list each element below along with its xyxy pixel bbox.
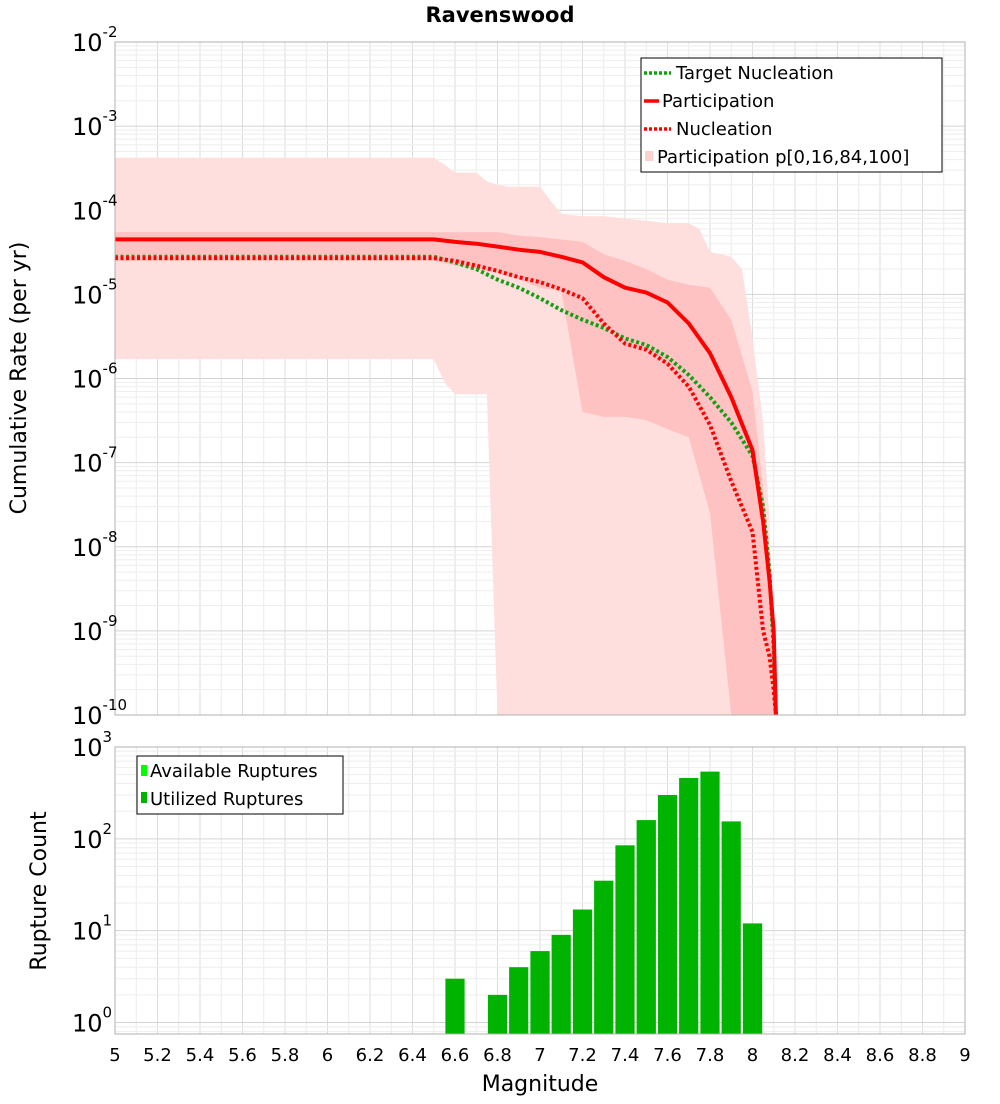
- top-y-tick-label: 10-6: [72, 360, 118, 394]
- x-tick-label: 7: [534, 1045, 545, 1066]
- x-tick-label: 6: [322, 1045, 333, 1066]
- top-y-tick-label: 10-5: [72, 275, 118, 309]
- bottom-legend-box: [136, 755, 344, 815]
- bottom-x-ticks: 5 5.2 5.4 5.6 5.8 6 6.2 6.4 6.6 6.8 7 7.2 7.4 7.6 7.8 8…: [109, 1045, 970, 1066]
- series-line-participation: [115, 237, 778, 716]
- x-tick-label: 8.8: [908, 1045, 937, 1066]
- bottom-y-tick-exponent: 2: [103, 820, 113, 838]
- utilized-bar: [636, 820, 656, 1034]
- bottom-y-tick-exponent: 1: [103, 912, 113, 930]
- top-y-tick-label: 10-2: [72, 23, 118, 57]
- x-tick-label: 5: [109, 1045, 120, 1066]
- top-y-tick-label: 10-9: [72, 612, 118, 646]
- top-series-lines: [115, 237, 778, 716]
- utilized-bar: [509, 967, 529, 1034]
- utilized-bar: [445, 978, 465, 1034]
- top-y-tick-label: 10-10: [72, 696, 127, 730]
- top-y-tick-exponent: -6: [103, 360, 118, 378]
- bottom-y-axis-label: Rupture Count: [27, 811, 52, 971]
- top-y-tick-label: 10-3: [72, 107, 118, 141]
- top-y-tick-exponent: -4: [103, 191, 118, 209]
- top-y-tick-exponent: -8: [103, 528, 118, 546]
- top-legend-box: [640, 57, 943, 173]
- top-y-tick-label: 10-4: [72, 191, 118, 225]
- utilized-bar: [721, 821, 741, 1034]
- x-tick-label: 9: [959, 1045, 970, 1066]
- x-tick-label: 8.2: [781, 1045, 810, 1066]
- x-tick-label: 5.2: [143, 1045, 172, 1066]
- bottom-y-tick-label: 101: [72, 912, 112, 946]
- x-tick-label: 5.4: [186, 1045, 215, 1066]
- x-tick-label: 8: [747, 1045, 758, 1066]
- bottom-bars: [445, 771, 763, 1034]
- legend-label-available: Available Ruptures: [150, 761, 318, 782]
- bottom-y-tick-label: 102: [72, 820, 112, 854]
- legend-label-percentile-band: Participation p[0,16,84,100]: [657, 147, 909, 168]
- utilized-bar: [594, 880, 614, 1034]
- top-percentile-bands: [115, 157, 774, 716]
- top-y-tick-exponent: -10: [103, 696, 128, 714]
- utilized-bar: [700, 771, 720, 1034]
- bottom-plot-frame: [114, 746, 966, 1035]
- top-legend: Target Nucleation Participation Nucleati…: [640, 57, 943, 173]
- series-line-nucleation: [115, 256, 778, 716]
- band-inner: [115, 232, 774, 715]
- utilized-bar: [572, 909, 593, 1034]
- utilized-bar: [657, 795, 678, 1034]
- legend-label-utilized: Utilized Ruptures: [150, 789, 303, 810]
- x-tick-label: 6.2: [356, 1045, 385, 1066]
- legend-swatch-available: [141, 765, 147, 776]
- top-y-tick-exponent: -5: [103, 275, 118, 293]
- x-tick-label: 5.8: [271, 1045, 300, 1066]
- top-y-axis-label: Cumulative Rate (per yr): [7, 242, 32, 515]
- x-tick-label: 8.6: [866, 1045, 895, 1066]
- x-tick-label: 8.4: [823, 1045, 852, 1066]
- legend-label-target-nucleation: Target Nucleation: [675, 63, 834, 84]
- x-tick-label: 5.6: [228, 1045, 257, 1066]
- legend-label-participation: Participation: [662, 91, 774, 112]
- top-y-tick-exponent: -3: [103, 107, 118, 125]
- bottom-y-tick-label: 100: [72, 1004, 112, 1038]
- top-y-tick-exponent: -7: [103, 444, 118, 462]
- top-y-tick-label: 10-8: [72, 528, 118, 562]
- top-y-tick-label: 10-7: [72, 444, 118, 478]
- x-tick-label: 6.8: [483, 1045, 512, 1066]
- utilized-bar: [487, 994, 508, 1034]
- x-axis-label: Magnitude: [482, 1072, 599, 1097]
- utilized-bar: [742, 923, 763, 1034]
- bottom-y-tick-exponent: 3: [103, 728, 113, 746]
- x-tick-label: 7.6: [653, 1045, 682, 1066]
- legend-label-nucleation: Nucleation: [676, 119, 772, 140]
- x-tick-label: 6.6: [441, 1045, 470, 1066]
- x-tick-label: 7.8: [696, 1045, 725, 1066]
- legend-swatch-percentile-band: [645, 151, 653, 161]
- utilized-bar: [615, 845, 635, 1034]
- top-plot-frame: [114, 41, 966, 716]
- bottom-legend: Available Ruptures Utilized Ruptures: [136, 755, 344, 815]
- x-tick-label: 7.2: [568, 1045, 597, 1066]
- bottom-y-tick-exponent: 0: [103, 1004, 113, 1022]
- legend-swatch-utilized: [141, 792, 147, 803]
- bottom-y-tick-label: 103: [72, 728, 112, 762]
- utilized-bar: [679, 778, 699, 1034]
- x-tick-label: 6.4: [398, 1045, 427, 1066]
- utilized-bar: [551, 934, 571, 1034]
- utilized-bar: [530, 951, 550, 1034]
- top-y-tick-exponent: -2: [103, 23, 118, 41]
- x-tick-label: 7.4: [611, 1045, 640, 1066]
- top-y-tick-exponent: -9: [103, 612, 118, 630]
- chart-title: Ravenswood: [425, 3, 574, 27]
